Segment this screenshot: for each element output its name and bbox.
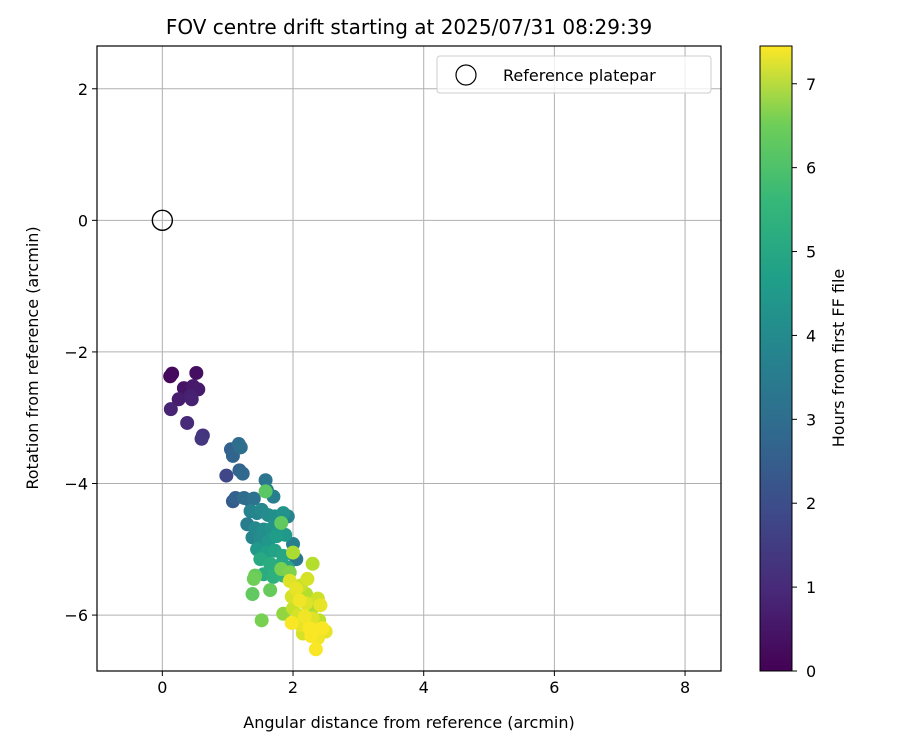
data-point	[308, 642, 323, 657]
legend-box	[436, 55, 712, 94]
data-points	[163, 365, 333, 657]
data-point	[313, 598, 328, 613]
data-point	[165, 366, 180, 381]
data-point	[258, 484, 273, 499]
data-point	[263, 583, 278, 598]
data-point	[184, 392, 199, 407]
data-point	[233, 440, 248, 455]
data-point	[194, 431, 209, 446]
data-point	[269, 529, 284, 544]
legend: Reference platepar	[436, 55, 712, 94]
data-point	[286, 545, 301, 560]
data-point	[180, 415, 195, 430]
x-tick-label: 0	[157, 678, 167, 697]
x-axis-ticks: 0 2 4 6 8	[157, 671, 690, 697]
reference-marker	[151, 209, 174, 232]
y-tick-label: −6	[64, 606, 88, 625]
colorbar-tick-label: 1	[806, 578, 816, 597]
colorbar-tick-label: 2	[806, 494, 816, 513]
y-tick-label: −4	[64, 475, 88, 494]
data-point	[315, 621, 330, 636]
data-point	[245, 587, 260, 602]
x-tick-label: 8	[680, 678, 690, 697]
colorbar-tick-label: 7	[806, 75, 816, 94]
x-axis-label: Angular distance from reference (arcmin)	[243, 713, 574, 732]
colorbar-label: Hours from first FF file	[829, 269, 848, 448]
plot-frame	[96, 45, 722, 672]
y-tick-label: 2	[78, 80, 88, 99]
data-point	[304, 629, 319, 644]
data-point	[246, 571, 261, 586]
colorbar-tick-label: 4	[806, 326, 816, 345]
data-point	[300, 571, 315, 586]
data-point	[246, 491, 261, 506]
colorbar-tick-label: 5	[806, 243, 816, 262]
legend-marker	[455, 64, 477, 86]
legend-label: Reference platepar	[503, 66, 656, 85]
data-point	[219, 468, 234, 483]
colorbar-tick-label: 3	[806, 410, 816, 429]
data-point	[263, 556, 278, 571]
colorbar-tick-label: 0	[806, 662, 816, 681]
reference-point	[151, 209, 174, 232]
y-tick-label: 0	[78, 211, 88, 230]
colorbar-ticks: 0 1 2 3 4 5 6 7	[792, 75, 816, 681]
data-point	[297, 609, 312, 624]
data-point	[189, 365, 204, 380]
data-point	[305, 556, 320, 571]
colorbar-gradient	[759, 45, 793, 672]
data-point	[289, 581, 304, 596]
data-point	[274, 515, 289, 530]
colorbar-tick-label: 6	[806, 159, 816, 178]
data-point	[163, 402, 178, 417]
y-axis-label: Rotation from reference (arcmin)	[23, 226, 42, 489]
x-tick-label: 6	[549, 678, 559, 697]
y-axis-ticks: −6 −4 −2 0 2	[64, 80, 97, 625]
x-tick-label: 4	[419, 678, 429, 697]
data-point	[171, 392, 186, 407]
colorbar: 0 1 2 3 4 5 6 7 Hours from first FF file	[759, 45, 848, 681]
y-tick-label: −2	[64, 343, 88, 362]
data-point	[284, 615, 299, 630]
data-point	[235, 466, 250, 481]
chart-title: FOV centre drift starting at 2025/07/31 …	[166, 15, 652, 39]
data-point	[254, 613, 269, 628]
grid-lines	[97, 46, 721, 671]
x-tick-label: 2	[288, 678, 298, 697]
data-point	[292, 593, 307, 608]
